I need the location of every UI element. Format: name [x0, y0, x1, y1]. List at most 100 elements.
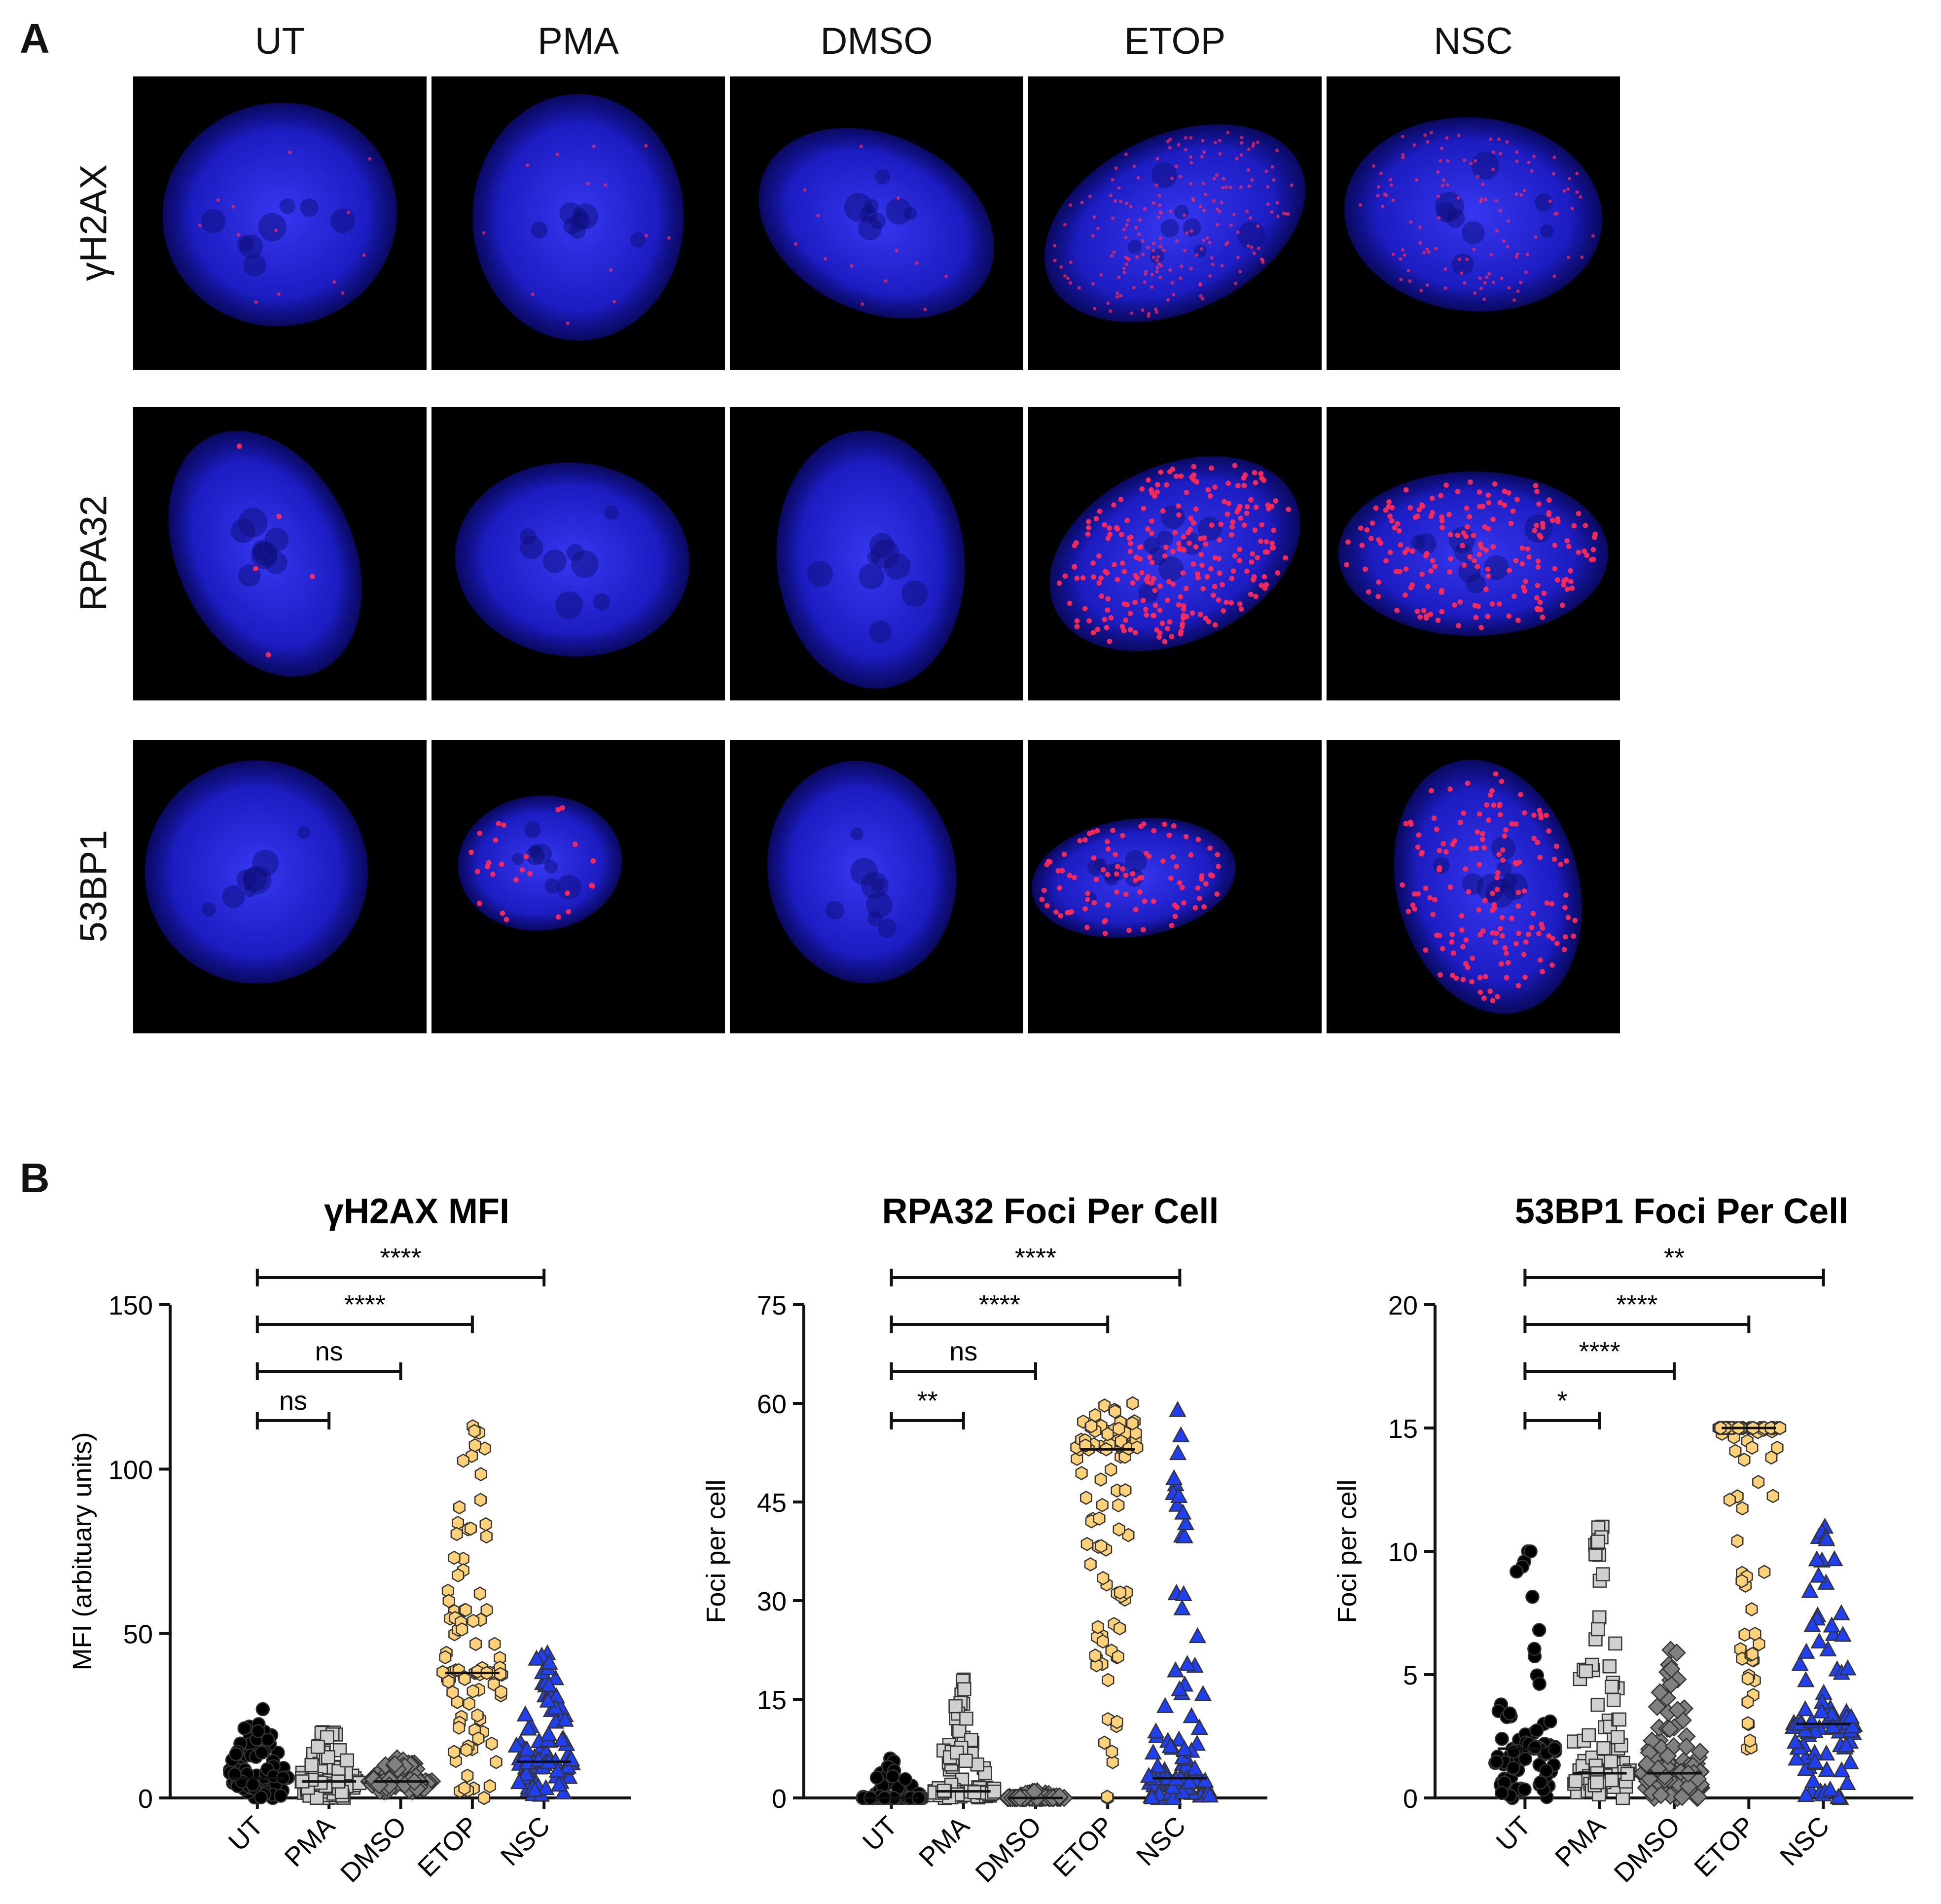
- data-point: [1527, 1642, 1542, 1656]
- data-point: [548, 1761, 567, 1778]
- data-point: [959, 1754, 973, 1768]
- data-point: [1746, 1440, 1759, 1455]
- data-point: [957, 1682, 971, 1696]
- data-point: [1175, 1585, 1192, 1602]
- micrograph-53bp1-pma: [431, 740, 725, 1033]
- micrograph-rpa32-pma: [431, 407, 725, 700]
- y-axis-label: MFI (arbituary units): [68, 1432, 97, 1670]
- data-point: [540, 1676, 558, 1692]
- data-point: [1745, 1602, 1758, 1616]
- data-point: [237, 1721, 252, 1736]
- data-point: [1602, 1659, 1617, 1674]
- column-label-pma: PMA: [538, 20, 619, 62]
- micrograph-rpa32-nsc: [1327, 407, 1620, 700]
- data-point: [1147, 1722, 1165, 1739]
- micrograph-h2ax-dmso: [730, 76, 1023, 370]
- data-point: [539, 1725, 558, 1741]
- data-point: [507, 1736, 525, 1753]
- x-tick-label: NSC: [1131, 1811, 1191, 1871]
- micrograph-rpa32-dmso: [730, 407, 1023, 700]
- data-point: [1196, 1771, 1214, 1788]
- data-point: [519, 1720, 537, 1736]
- data-point: [869, 1770, 884, 1785]
- data-point: [1113, 1522, 1125, 1537]
- data-point: [1605, 1680, 1619, 1694]
- x-tick-label: PMA: [1549, 1811, 1611, 1872]
- data-point: [467, 1613, 480, 1628]
- y-axis-label: Foci per cell: [701, 1479, 731, 1623]
- data-point: [1823, 1616, 1841, 1633]
- data-point: [255, 1702, 270, 1717]
- micrograph-h2ax-nsc: [1327, 76, 1620, 370]
- data-point: [448, 1745, 461, 1759]
- data-point: [1837, 1736, 1855, 1753]
- data-point: [1824, 1717, 1842, 1734]
- x-tick-label: UT: [223, 1811, 269, 1857]
- x-tick-label: ETOP: [1047, 1811, 1119, 1883]
- data-point: [1131, 1440, 1144, 1455]
- significance-label: ****: [344, 1290, 386, 1319]
- y-tick-label: 0: [138, 1784, 153, 1814]
- data-point: [1612, 1712, 1627, 1727]
- data-point: [1741, 1671, 1754, 1686]
- column-label-dmso: DMSO: [820, 20, 933, 62]
- data-point: [1126, 1396, 1139, 1411]
- data-point: [555, 1783, 573, 1799]
- micrograph-h2ax-etop: [1028, 76, 1322, 370]
- data-point: [273, 1789, 288, 1803]
- data-point: [1518, 1752, 1533, 1766]
- data-point: [1149, 1757, 1167, 1773]
- data-point: [1808, 1550, 1826, 1567]
- data-point: [1766, 1489, 1779, 1503]
- data-point: [1167, 1661, 1185, 1678]
- data-point: [1841, 1753, 1859, 1769]
- data-point: [463, 1696, 475, 1711]
- data-point: [1176, 1740, 1193, 1756]
- data-point: [1592, 1610, 1607, 1625]
- data-point: [1201, 1786, 1219, 1803]
- column-label-ut: UT: [254, 20, 305, 62]
- data-point: [1606, 1692, 1621, 1707]
- data-point: [1109, 1404, 1121, 1419]
- data-point: [1843, 1717, 1862, 1734]
- data-point: [1735, 1574, 1748, 1588]
- data-point: [1596, 1567, 1610, 1581]
- data-point: [254, 1745, 269, 1760]
- data-point: [1090, 1658, 1103, 1673]
- x-tick-label: PMA: [913, 1811, 975, 1872]
- data-point: [1731, 1534, 1744, 1548]
- data-point: [1797, 1671, 1815, 1687]
- data-point: [1744, 1733, 1757, 1748]
- data-point: [246, 1777, 260, 1792]
- micrograph-rpa32-etop: [1028, 407, 1322, 700]
- data-point: [1611, 1730, 1625, 1744]
- data-point: [458, 1672, 471, 1686]
- data-point: [556, 1711, 574, 1727]
- data-point: [1543, 1714, 1557, 1729]
- data-point: [550, 1775, 568, 1792]
- data-point: [453, 1500, 466, 1515]
- data-point: [311, 1740, 325, 1754]
- data-point: [1826, 1550, 1843, 1567]
- data-point: [1810, 1632, 1828, 1648]
- nucleus: [1344, 117, 1602, 312]
- data-point: [1723, 1493, 1736, 1507]
- data-point: [464, 1521, 477, 1536]
- micrograph-53bp1-dmso: [730, 740, 1023, 1033]
- y-tick-label: 5: [1403, 1661, 1418, 1690]
- data-point: [1163, 1778, 1182, 1794]
- data-point: [1183, 1707, 1200, 1723]
- data-point: [453, 1721, 466, 1735]
- data-point: [452, 1568, 465, 1583]
- data-point: [304, 1758, 319, 1772]
- data-point: [1810, 1567, 1828, 1583]
- data-point: [469, 1637, 482, 1651]
- data-point: [1105, 1463, 1117, 1477]
- data-point: [1089, 1648, 1102, 1663]
- data-point: [1084, 1557, 1097, 1572]
- data-point: [1114, 1621, 1126, 1636]
- micrograph-rpa32-ut: [133, 407, 427, 700]
- data-point: [448, 1550, 461, 1565]
- data-point: [1801, 1581, 1819, 1598]
